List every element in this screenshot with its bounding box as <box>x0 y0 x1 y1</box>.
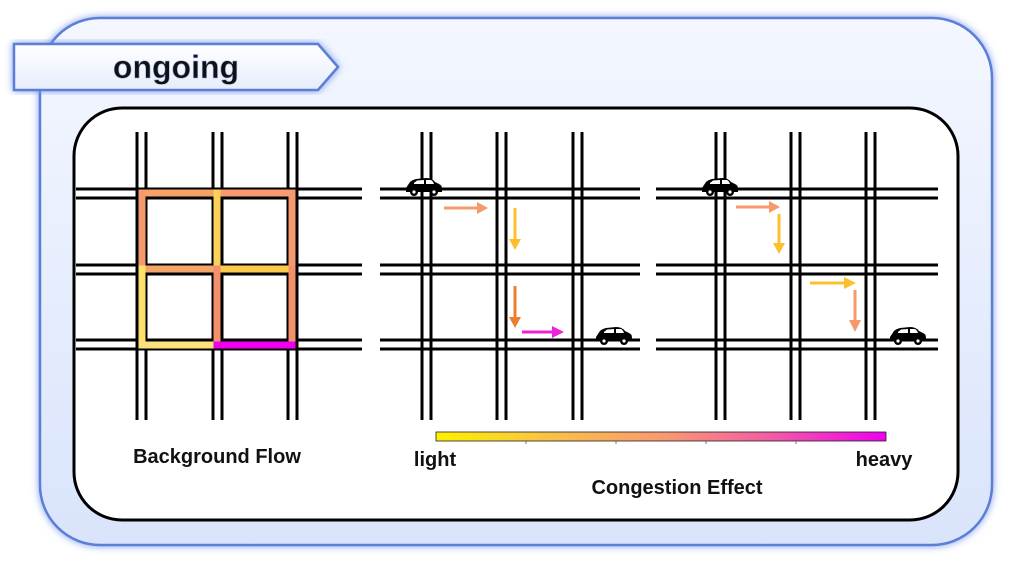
arrow-icon <box>509 208 521 250</box>
arrow-icon <box>444 202 488 214</box>
flow-segments <box>138 189 296 349</box>
arrow-icon <box>522 326 564 338</box>
arrow-icon <box>810 277 856 289</box>
congestion-gradient-bar <box>435 431 887 442</box>
background-flow-grid <box>76 132 362 420</box>
route-a-arrows <box>444 202 564 338</box>
scale-light-label: light <box>414 449 457 471</box>
status-tab: ongoing <box>12 42 340 92</box>
status-tab-label: ongoing <box>113 49 239 85</box>
arrow-icon <box>849 290 861 332</box>
arrow-icon <box>509 286 521 328</box>
background-flow-caption: Background Flow <box>133 446 301 468</box>
arrow-icon <box>773 214 785 254</box>
arrow-icon <box>736 201 780 213</box>
scale-heavy-label: heavy <box>856 449 914 471</box>
scale-title: Congestion Effect <box>591 477 762 499</box>
congestion-scale: light heavy Congestion Effect <box>414 431 914 499</box>
route-b-arrows <box>736 201 861 332</box>
